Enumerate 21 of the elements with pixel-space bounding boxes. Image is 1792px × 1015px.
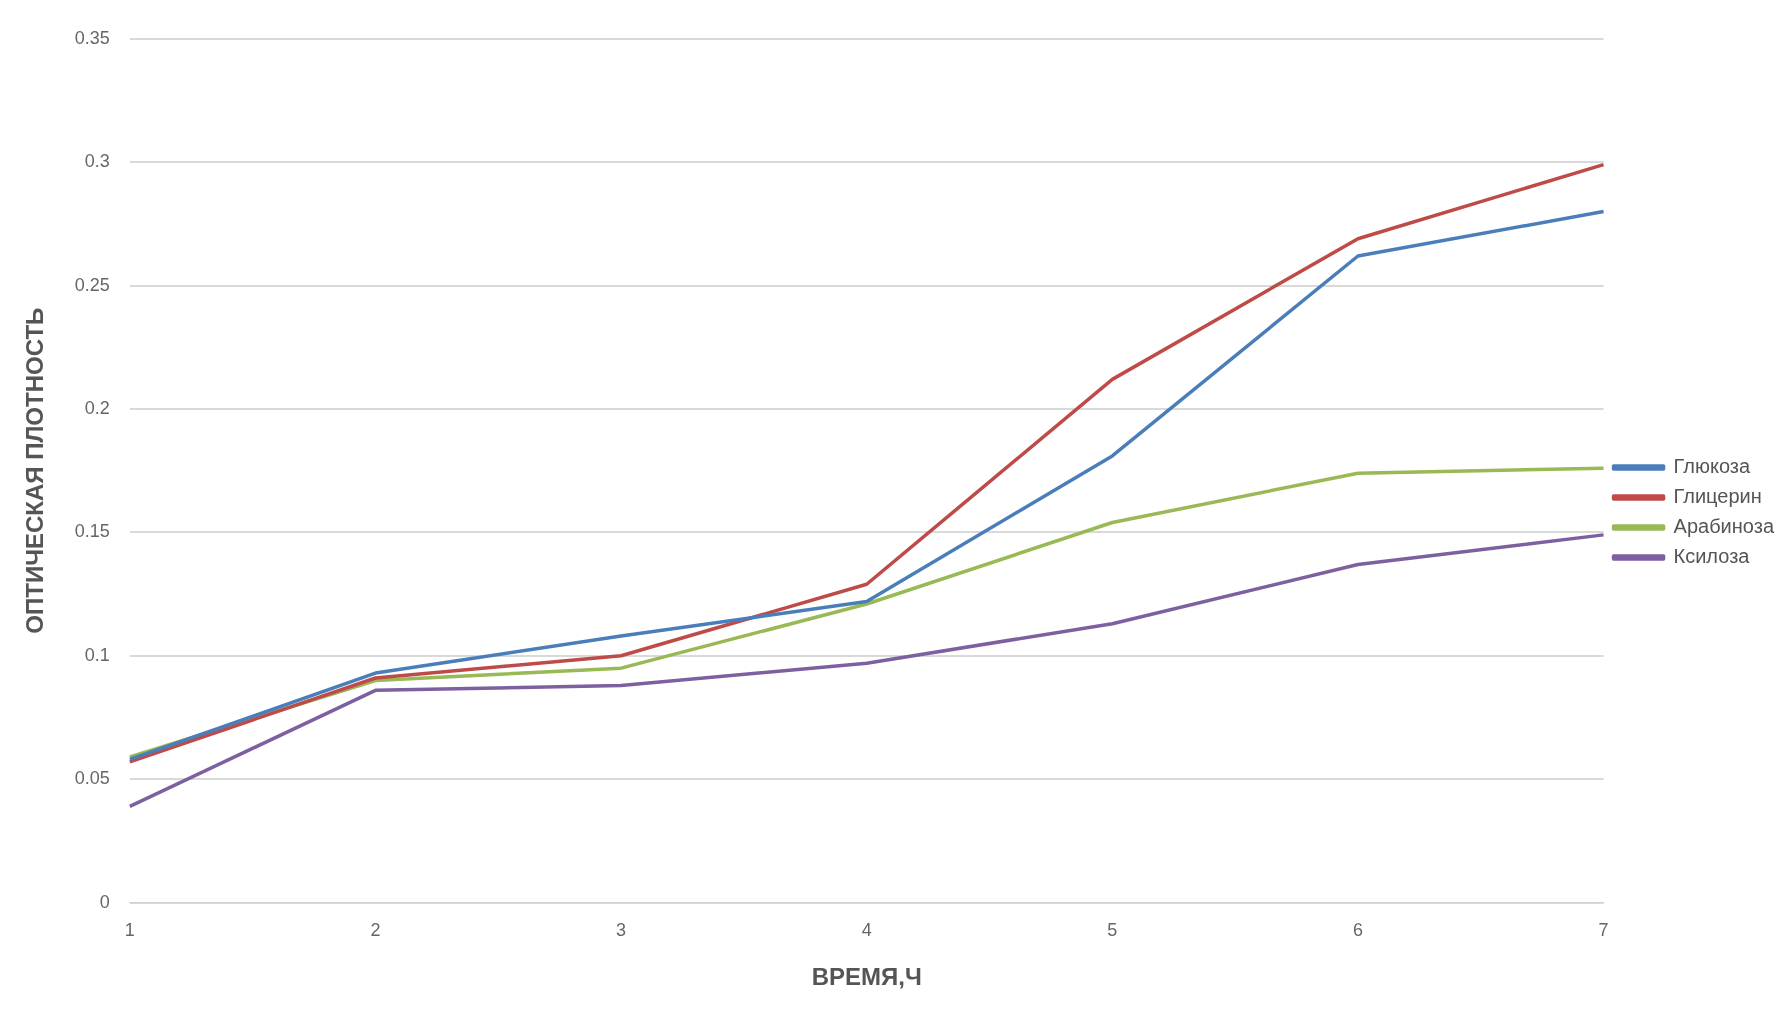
x-tick-label: 5: [1107, 920, 1118, 941]
y-tick-label: 0.25: [74, 274, 110, 295]
x-tick-label: 1: [124, 920, 135, 941]
y-tick-label: 0.05: [74, 768, 110, 789]
y-tick-label: 0.2: [84, 397, 110, 418]
x-tick-label: 3: [616, 920, 627, 941]
x-tick-label: 2: [370, 920, 381, 941]
x-tick-label: 4: [861, 920, 872, 941]
y-tick-label: 0.1: [84, 644, 110, 665]
y-tick-label: 0.15: [74, 521, 110, 542]
x-axis-title: ВРЕМЯ,Ч: [811, 963, 922, 991]
legend-label: Глюкоза: [1673, 455, 1751, 478]
x-tick-label: 7: [1598, 920, 1609, 941]
legend-label: Глицерин: [1673, 485, 1762, 508]
legend-label: Арабиноза: [1673, 515, 1775, 538]
y-tick-label: 0.35: [74, 27, 110, 48]
y-tick-label: 0.3: [84, 151, 110, 172]
x-tick-label: 6: [1352, 920, 1363, 941]
y-tick-label: 0: [99, 891, 110, 912]
y-axis-title: ОПТИЧЕСКАЯ ПЛОТНОСТЬ: [21, 307, 49, 634]
legend-label: Ксилоза: [1673, 545, 1751, 568]
